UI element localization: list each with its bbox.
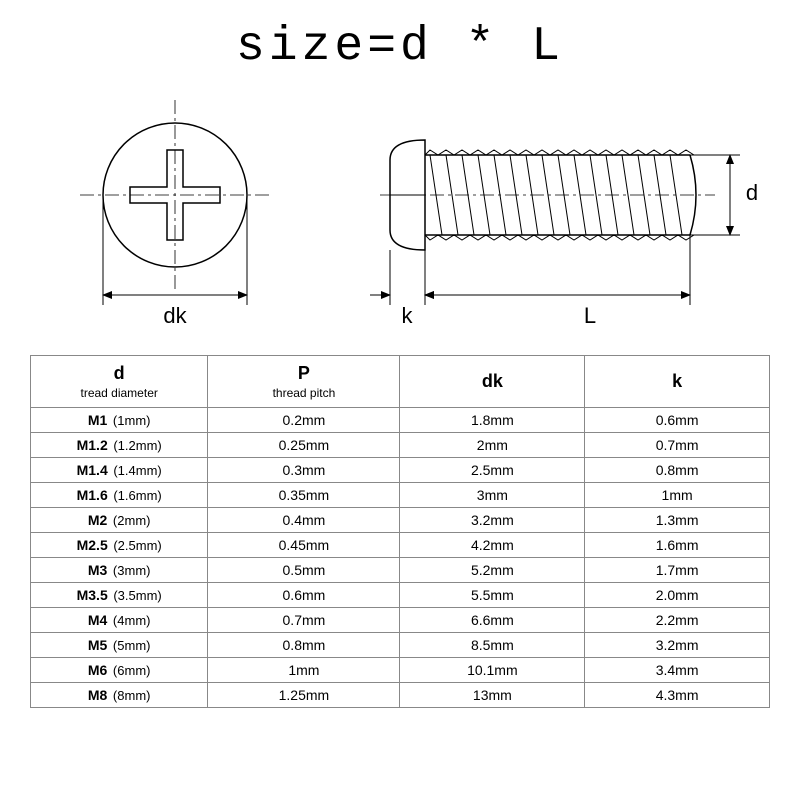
- cell-d: M6 (6mm): [31, 658, 208, 683]
- cell-k: 0.7mm: [585, 433, 770, 458]
- cell-k: 4.3mm: [585, 683, 770, 708]
- cell-dk: 5.5mm: [400, 583, 585, 608]
- cell-P: 1mm: [208, 658, 400, 683]
- cell-k: 1.6mm: [585, 533, 770, 558]
- cell-d: M1.6 (1.6mm): [31, 483, 208, 508]
- table-row: M6 (6mm)1mm10.1mm3.4mm: [31, 658, 770, 683]
- cell-dk: 5.2mm: [400, 558, 585, 583]
- cell-P: 0.35mm: [208, 483, 400, 508]
- cell-d: M8 (8mm): [31, 683, 208, 708]
- cell-P: 0.8mm: [208, 633, 400, 658]
- table-row: M8 (8mm)1.25mm13mm4.3mm: [31, 683, 770, 708]
- col-P: P thread pitch: [208, 356, 400, 408]
- cell-dk: 4.2mm: [400, 533, 585, 558]
- cell-d: M3.5 (3.5mm): [31, 583, 208, 608]
- cell-k: 1mm: [585, 483, 770, 508]
- cell-dk: 10.1mm: [400, 658, 585, 683]
- table-row: M1 (1mm)0.2mm1.8mm0.6mm: [31, 408, 770, 433]
- cell-d: M1.2 (1.2mm): [31, 433, 208, 458]
- cell-d: M2 (2mm): [31, 508, 208, 533]
- table-row: M1.6 (1.6mm)0.35mm3mm1mm: [31, 483, 770, 508]
- top-view: dk: [80, 100, 270, 328]
- table-header-row: d tread diameter P thread pitch dk k: [31, 356, 770, 408]
- cell-dk: 1.8mm: [400, 408, 585, 433]
- cell-k: 2.2mm: [585, 608, 770, 633]
- cell-k: 1.3mm: [585, 508, 770, 533]
- cell-dk: 3mm: [400, 483, 585, 508]
- table-row: M2.5 (2.5mm)0.45mm4.2mm1.6mm: [31, 533, 770, 558]
- cell-k: 3.2mm: [585, 633, 770, 658]
- cell-dk: 6.6mm: [400, 608, 585, 633]
- cell-P: 1.25mm: [208, 683, 400, 708]
- cell-P: 0.2mm: [208, 408, 400, 433]
- cell-dk: 13mm: [400, 683, 585, 708]
- table-row: M1.2 (1.2mm)0.25mm2mm0.7mm: [31, 433, 770, 458]
- cell-k: 0.6mm: [585, 408, 770, 433]
- page-title: size=d * L: [0, 20, 800, 74]
- cell-d: M4 (4mm): [31, 608, 208, 633]
- cell-P: 0.4mm: [208, 508, 400, 533]
- cell-d: M1 (1mm): [31, 408, 208, 433]
- label-dk: dk: [163, 303, 187, 328]
- cell-P: 0.25mm: [208, 433, 400, 458]
- table-row: M2 (2mm)0.4mm3.2mm1.3mm: [31, 508, 770, 533]
- cell-k: 0.8mm: [585, 458, 770, 483]
- cell-P: 0.7mm: [208, 608, 400, 633]
- cell-k: 3.4mm: [585, 658, 770, 683]
- cell-P: 0.6mm: [208, 583, 400, 608]
- col-dk: dk: [400, 356, 585, 408]
- cell-d: M2.5 (2.5mm): [31, 533, 208, 558]
- cell-d: M3 (3mm): [31, 558, 208, 583]
- table-row: M3 (3mm)0.5mm5.2mm1.7mm: [31, 558, 770, 583]
- table-row: M3.5 (3.5mm)0.6mm5.5mm2.0mm: [31, 583, 770, 608]
- table-row: M4 (4mm)0.7mm6.6mm2.2mm: [31, 608, 770, 633]
- cell-k: 2.0mm: [585, 583, 770, 608]
- cell-dk: 2.5mm: [400, 458, 585, 483]
- col-k: k: [585, 356, 770, 408]
- cell-d: M1.4 (1.4mm): [31, 458, 208, 483]
- label-k: k: [402, 303, 414, 328]
- dimensions-table: d tread diameter P thread pitch dk k M1 …: [30, 355, 770, 708]
- cell-dk: 3.2mm: [400, 508, 585, 533]
- screw-diagram: dk: [0, 100, 800, 355]
- col-d: d tread diameter: [31, 356, 208, 408]
- cell-P: 0.3mm: [208, 458, 400, 483]
- cell-dk: 8.5mm: [400, 633, 585, 658]
- side-view: k L d: [370, 140, 758, 328]
- table-row: M1.4 (1.4mm)0.3mm2.5mm0.8mm: [31, 458, 770, 483]
- label-L: L: [584, 303, 596, 328]
- cell-dk: 2mm: [400, 433, 585, 458]
- cell-P: 0.45mm: [208, 533, 400, 558]
- label-d: d: [746, 180, 758, 205]
- cell-k: 1.7mm: [585, 558, 770, 583]
- cell-P: 0.5mm: [208, 558, 400, 583]
- cell-d: M5 (5mm): [31, 633, 208, 658]
- table-row: M5 (5mm)0.8mm8.5mm3.2mm: [31, 633, 770, 658]
